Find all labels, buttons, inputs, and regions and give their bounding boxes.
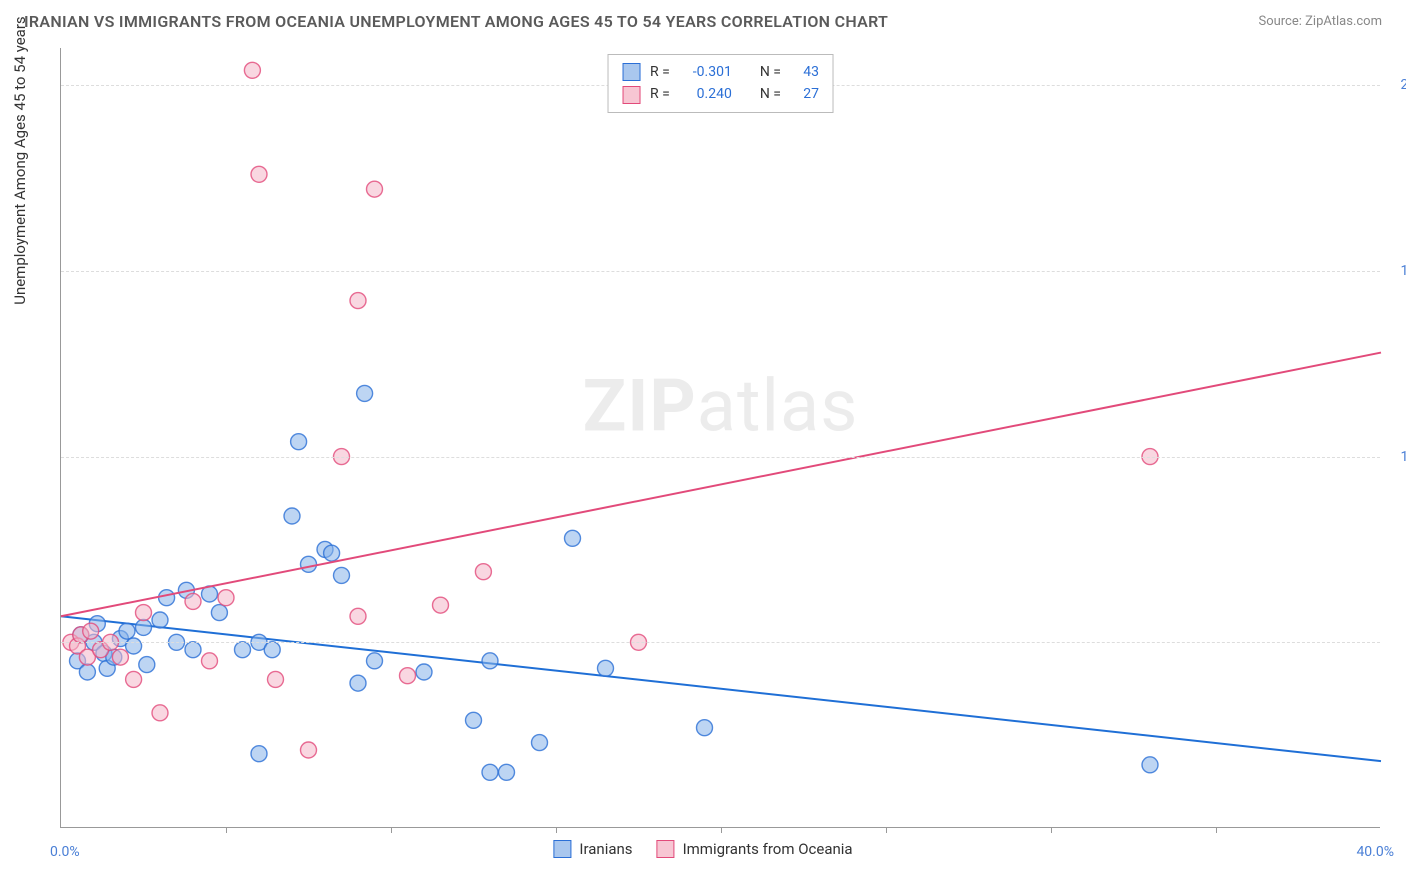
gridline bbox=[61, 271, 1380, 272]
chart-plot-area: R =-0.301N =43R =0.240N =27 ZIPatlas 5.0… bbox=[60, 48, 1380, 828]
data-point bbox=[350, 293, 366, 309]
data-point bbox=[218, 590, 234, 606]
data-point bbox=[185, 593, 201, 609]
data-point bbox=[357, 385, 373, 401]
data-point bbox=[301, 556, 317, 572]
x-tick bbox=[226, 827, 227, 833]
x-tick bbox=[721, 827, 722, 833]
r-label: R = bbox=[650, 61, 670, 83]
data-point bbox=[152, 612, 168, 628]
legend-stat-row: R = 0.240 N = 27 bbox=[622, 83, 819, 105]
data-point bbox=[119, 623, 135, 639]
data-point bbox=[499, 764, 515, 780]
data-point bbox=[598, 660, 614, 676]
data-point bbox=[350, 608, 366, 624]
source-name: ZipAtlas.com bbox=[1305, 14, 1382, 29]
data-point bbox=[211, 605, 227, 621]
data-point bbox=[159, 590, 175, 606]
y-tick-label: 10.0% bbox=[1400, 449, 1406, 465]
series-legend-item: Immigrants from Oceania bbox=[657, 840, 853, 858]
data-point bbox=[235, 642, 251, 658]
y-tick-label: 15.0% bbox=[1400, 263, 1406, 279]
series-legend-item: Iranians bbox=[553, 840, 632, 858]
y-tick-label: 20.0% bbox=[1400, 77, 1406, 93]
data-point bbox=[301, 742, 317, 758]
series-legend: Iranians Immigrants from Oceania bbox=[553, 840, 852, 858]
n-label: N = bbox=[760, 83, 781, 105]
data-point bbox=[202, 653, 218, 669]
data-point bbox=[482, 764, 498, 780]
correlation-legend: R = -0.301 N = 43 R = 0.240 N = 27 bbox=[607, 54, 834, 113]
legend-swatch bbox=[553, 840, 571, 858]
data-point bbox=[532, 735, 548, 751]
data-point bbox=[367, 181, 383, 197]
data-point bbox=[291, 434, 307, 450]
legend-swatch bbox=[657, 840, 675, 858]
x-tick bbox=[391, 827, 392, 833]
data-point bbox=[475, 564, 491, 580]
data-point bbox=[697, 720, 713, 736]
data-point bbox=[416, 664, 432, 680]
x-tick bbox=[556, 827, 557, 833]
x-tick bbox=[1216, 827, 1217, 833]
data-point bbox=[79, 664, 95, 680]
series-label: Iranians bbox=[579, 840, 632, 858]
legend-swatch bbox=[622, 63, 640, 81]
data-point bbox=[482, 653, 498, 669]
source-attribution: Source: ZipAtlas.com bbox=[1258, 14, 1382, 29]
data-point bbox=[112, 649, 128, 665]
data-point bbox=[324, 545, 340, 561]
r-value: 0.240 bbox=[680, 83, 732, 105]
scatter-svg bbox=[61, 48, 1380, 827]
x-axis-end-label: 40.0% bbox=[1356, 844, 1394, 860]
data-point bbox=[251, 166, 267, 182]
data-point bbox=[367, 653, 383, 669]
y-axis-title: Unemployment Among Ages 45 to 54 years bbox=[11, 16, 29, 304]
data-point bbox=[83, 623, 99, 639]
legend-stat-row: R = -0.301 N = 43 bbox=[622, 61, 819, 83]
n-value: 43 bbox=[791, 61, 819, 83]
data-point bbox=[251, 746, 267, 762]
source-prefix: Source: bbox=[1258, 14, 1305, 29]
data-point bbox=[268, 671, 284, 687]
n-value: 27 bbox=[791, 83, 819, 105]
data-point bbox=[565, 530, 581, 546]
data-point bbox=[350, 675, 366, 691]
data-point bbox=[264, 642, 280, 658]
n-label: N = bbox=[760, 61, 781, 83]
data-point bbox=[400, 668, 416, 684]
gridline bbox=[61, 642, 1380, 643]
data-point bbox=[433, 597, 449, 613]
data-point bbox=[466, 712, 482, 728]
data-point bbox=[126, 671, 142, 687]
trend-line bbox=[61, 353, 1381, 617]
data-point bbox=[139, 657, 155, 673]
data-point bbox=[136, 619, 152, 635]
data-point bbox=[185, 642, 201, 658]
data-point bbox=[152, 705, 168, 721]
x-tick bbox=[1051, 827, 1052, 833]
series-label: Immigrants from Oceania bbox=[683, 840, 853, 858]
x-tick bbox=[886, 827, 887, 833]
data-point bbox=[284, 508, 300, 524]
x-axis-origin-label: 0.0% bbox=[50, 844, 80, 860]
data-point bbox=[334, 567, 350, 583]
r-label: R = bbox=[650, 83, 670, 105]
data-point bbox=[136, 605, 152, 621]
chart-title: IRANIAN VS IMMIGRANTS FROM OCEANIA UNEMP… bbox=[24, 12, 888, 31]
gridline bbox=[61, 457, 1380, 458]
legend-swatch bbox=[622, 86, 640, 104]
data-point bbox=[1142, 757, 1158, 773]
r-value: -0.301 bbox=[680, 61, 732, 83]
data-point bbox=[244, 62, 260, 78]
data-point bbox=[126, 638, 142, 654]
